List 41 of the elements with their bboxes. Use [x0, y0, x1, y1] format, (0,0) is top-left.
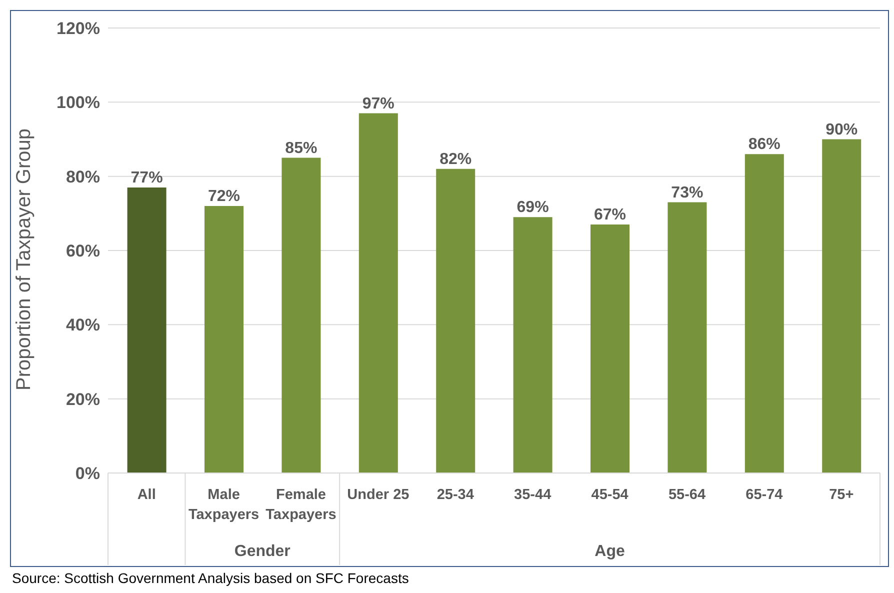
- x-tick-label: 25-34: [436, 487, 474, 503]
- source-note: Source: Scottish Government Analysis based on SFC Forecasts: [12, 570, 409, 586]
- y-tick-label: 20%: [66, 390, 100, 409]
- data-label: 67%: [594, 206, 626, 224]
- y-tick-label: 40%: [66, 316, 100, 335]
- data-label: 90%: [826, 121, 858, 138]
- y-tick-label: 100%: [56, 93, 100, 112]
- y-tick-label: 80%: [66, 167, 100, 186]
- data-label: 97%: [362, 95, 394, 112]
- bar: [668, 202, 707, 473]
- bar: [358, 113, 398, 473]
- bar: [513, 217, 552, 473]
- y-tick-label: 0%: [75, 464, 100, 484]
- text: Age: [594, 543, 626, 560]
- data-label: 72%: [208, 188, 240, 205]
- bar: [204, 206, 244, 473]
- data-label: 77%: [130, 169, 163, 186]
- y-tick-label: 60%: [66, 242, 100, 261]
- x-tick-label: 55-64: [668, 487, 706, 503]
- data-label: 73%: [671, 184, 704, 202]
- text: Gender: [234, 543, 290, 560]
- bar: [436, 168, 476, 473]
- x-tick-label: Under 25: [347, 487, 410, 503]
- bar: [282, 158, 321, 473]
- y-tick-label: 120%: [56, 19, 100, 38]
- y-axis-title: Proportion of Taxpayer Group: [13, 128, 36, 390]
- x-tick-label: 35-44: [514, 487, 552, 503]
- bar: [127, 187, 166, 473]
- bar: [744, 154, 784, 473]
- x-tick-label: 65-74: [746, 487, 783, 503]
- x-tick-label: All: [137, 487, 156, 503]
- data-label: 82%: [440, 150, 472, 168]
- data-label: 86%: [748, 136, 780, 154]
- x-tick-label: 75+: [829, 487, 854, 503]
- bar: [822, 139, 862, 473]
- x-tick-label: 45-54: [591, 487, 628, 503]
- data-label: 69%: [516, 199, 549, 216]
- x-tick-label: Male Taxpayers: [188, 487, 260, 523]
- x-tick-label: Female Taxpayers: [266, 487, 336, 523]
- data-label: 85%: [285, 140, 318, 157]
- bar: [590, 224, 630, 473]
